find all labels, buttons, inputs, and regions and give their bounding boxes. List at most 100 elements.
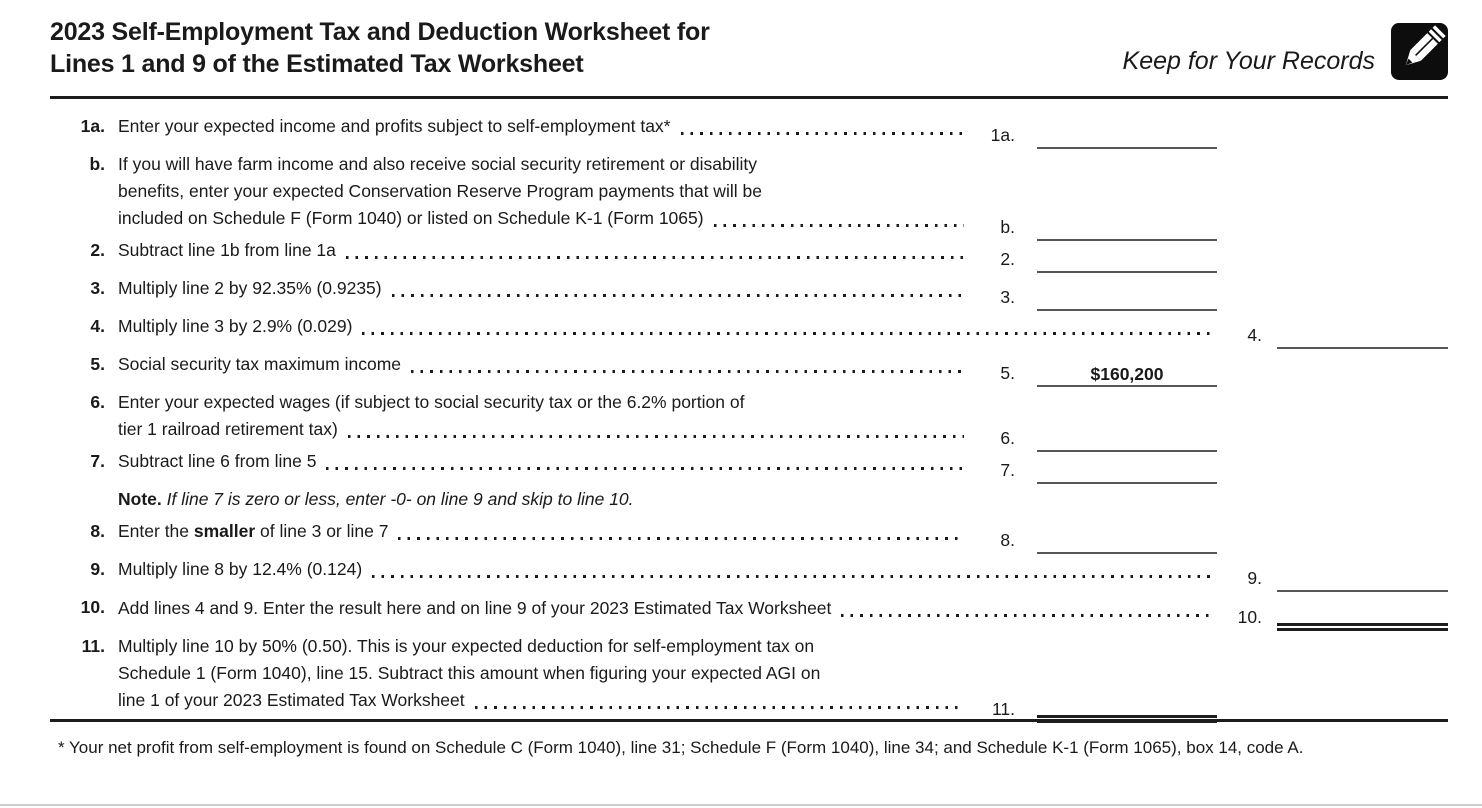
- answer-field-6: 6.: [970, 425, 1217, 452]
- line-text-8: Enter the smaller of line 3 or line 7: [118, 518, 970, 545]
- amount-entry-line-8[interactable]: [1037, 530, 1217, 554]
- amount-entry-line-3[interactable]: [1037, 287, 1217, 311]
- amount-entry-line-4[interactable]: [1277, 325, 1448, 349]
- worksheet-row-10: 10. Add lines 4 and 9. Enter the result …: [50, 594, 1448, 631]
- worksheet-header: 2023 Self-Employment Tax and Deduction W…: [50, 16, 1448, 80]
- amount-entry-line-1a[interactable]: [1037, 125, 1217, 149]
- line-number-6: 6.: [90, 392, 105, 412]
- line-number-3: 3.: [90, 278, 105, 298]
- worksheet-row-1a: 1a. Enter your expected income and profi…: [50, 113, 1448, 149]
- worksheet-row-1b: b. If you will have farm income and also…: [50, 151, 1448, 241]
- answer-label-2: 2.: [1000, 249, 1015, 269]
- answer-field-11: 11.: [970, 695, 1217, 723]
- answer-field-3: 3.: [970, 284, 1217, 311]
- smaller-emphasis: smaller: [193, 521, 256, 541]
- answer-label-8: 8.: [1000, 530, 1015, 550]
- dot-leader: [398, 537, 964, 540]
- worksheet-note-row: Note. If line 7 is zero or less, enter -…: [50, 486, 1448, 513]
- amount-entry-line-9[interactable]: [1277, 568, 1448, 592]
- line-text-3: Multiply line 2 by 92.35% (0.9235): [118, 275, 970, 302]
- pencil-icon: [1391, 23, 1448, 80]
- line-number-1a: 1a.: [80, 116, 105, 136]
- line-number-7: 7.: [90, 451, 105, 471]
- answer-field-8: 8.: [970, 527, 1217, 554]
- social-security-max-value: $160,200: [1090, 364, 1164, 384]
- answer-label-3: 3.: [1000, 287, 1015, 307]
- answer-field-4: 4.: [1217, 322, 1448, 349]
- line-text-4: Multiply line 3 by 2.9% (0.029): [118, 313, 1217, 340]
- footnote: * Your net profit from self-employment i…: [58, 737, 1304, 757]
- answer-label-9: 9.: [1247, 568, 1262, 588]
- dot-leader: [474, 706, 964, 709]
- note-body: If line 7 is zero or less, enter -0- on …: [161, 489, 634, 509]
- keep-for-records: Keep for Your Records: [1123, 23, 1448, 80]
- dot-leader: [713, 224, 964, 227]
- page-bottom-edge: [0, 804, 1482, 806]
- worksheet-row-11: 11. Multiply line 10 by 50% (0.50). This…: [50, 633, 1448, 723]
- answer-field-5: 5. $160,200: [970, 360, 1217, 387]
- amount-entry-line-2[interactable]: [1037, 249, 1217, 273]
- page-title: 2023 Self-Employment Tax and Deduction W…: [50, 16, 710, 80]
- worksheet-row-7: 7. Subtract line 6 from line 5 7.: [50, 448, 1448, 484]
- line-number-11: 11.: [81, 636, 105, 656]
- dot-leader: [362, 332, 1211, 335]
- note-text: Note. If line 7 is zero or less, enter -…: [118, 486, 1448, 513]
- line-text-5: Social security tax maximum income: [118, 351, 970, 378]
- dot-leader: [841, 614, 1211, 617]
- worksheet-row-4: 4. Multiply line 3 by 2.9% (0.029) 4.: [50, 313, 1448, 349]
- answer-label-6: 6.: [1000, 428, 1015, 448]
- line-text-11: Multiply line 10 by 50% (0.50). This is …: [118, 633, 970, 714]
- line-text-2: Subtract line 1b from line 1a: [118, 237, 970, 264]
- answer-label-4: 4.: [1247, 325, 1262, 345]
- line-number-10: 10.: [80, 597, 105, 617]
- worksheet-row-9: 9. Multiply line 8 by 12.4% (0.124) 9.: [50, 556, 1448, 592]
- dot-leader: [326, 467, 964, 470]
- amount-entry-line-10[interactable]: [1277, 603, 1448, 631]
- line-text-7: Subtract line 6 from line 5: [118, 448, 970, 475]
- answer-label-10: 10.: [1237, 607, 1262, 627]
- line-text-1b: If you will have farm income and also re…: [118, 151, 970, 232]
- amount-entry-line-1b[interactable]: [1037, 217, 1217, 241]
- amount-entry-line-7[interactable]: [1037, 460, 1217, 484]
- line-text-9: Multiply line 8 by 12.4% (0.124): [118, 556, 1217, 583]
- answer-field-1b: b.: [970, 214, 1217, 241]
- answer-field-10: 10.: [1217, 603, 1448, 631]
- dot-leader: [372, 575, 1211, 578]
- line-number-5: 5.: [90, 354, 105, 374]
- worksheet-row-6: 6. Enter your expected wages (if subject…: [50, 389, 1448, 452]
- answer-label-5: 5.: [1000, 363, 1015, 383]
- answer-label-1b: b.: [1000, 217, 1015, 237]
- worksheet-page: 2023 Self-Employment Tax and Deduction W…: [50, 16, 1448, 757]
- worksheet-row-5: 5. Social security tax maximum income 5.…: [50, 351, 1448, 387]
- worksheet-row-8: 8. Enter the smaller of line 3 or line 7…: [50, 518, 1448, 554]
- worksheet-row-2: 2. Subtract line 1b from line 1a 2.: [50, 237, 1448, 273]
- line-number-4: 4.: [90, 316, 105, 336]
- answer-label-7: 7.: [1000, 460, 1015, 480]
- amount-entry-line-11[interactable]: [1037, 695, 1217, 723]
- dot-leader: [345, 256, 964, 259]
- line-number-9: 9.: [90, 559, 105, 579]
- footer-divider: [50, 719, 1448, 722]
- line-text-1a: Enter your expected income and profits s…: [118, 113, 970, 140]
- line-number-8: 8.: [90, 521, 105, 541]
- page-title-line2: Lines 1 and 9 of the Estimated Tax Works…: [50, 50, 584, 78]
- line-number-2: 2.: [90, 240, 105, 260]
- page-title-line1: 2023 Self-Employment Tax and Deduction W…: [50, 18, 710, 46]
- header-divider: [50, 96, 1448, 99]
- answer-field-1a: 1a.: [970, 122, 1217, 149]
- worksheet-body: 1a. Enter your expected income and profi…: [50, 99, 1448, 723]
- amount-entry-line-6[interactable]: [1037, 428, 1217, 452]
- amount-entry-line-5[interactable]: $160,200: [1037, 363, 1217, 387]
- dot-leader: [391, 294, 964, 297]
- dot-leader: [411, 370, 964, 373]
- keep-for-records-label: Keep for Your Records: [1122, 47, 1375, 75]
- worksheet-row-3: 3. Multiply line 2 by 92.35% (0.9235) 3.: [50, 275, 1448, 311]
- line-text-6: Enter your expected wages (if subject to…: [118, 389, 970, 443]
- dot-leader: [347, 435, 964, 438]
- dot-leader: [680, 132, 964, 135]
- answer-field-9: 9.: [1217, 565, 1448, 592]
- line-number-1b: b.: [89, 154, 105, 174]
- answer-field-2: 2.: [970, 246, 1217, 273]
- answer-field-7: 7.: [970, 457, 1217, 484]
- line-text-10: Add lines 4 and 9. Enter the result here…: [118, 595, 1217, 622]
